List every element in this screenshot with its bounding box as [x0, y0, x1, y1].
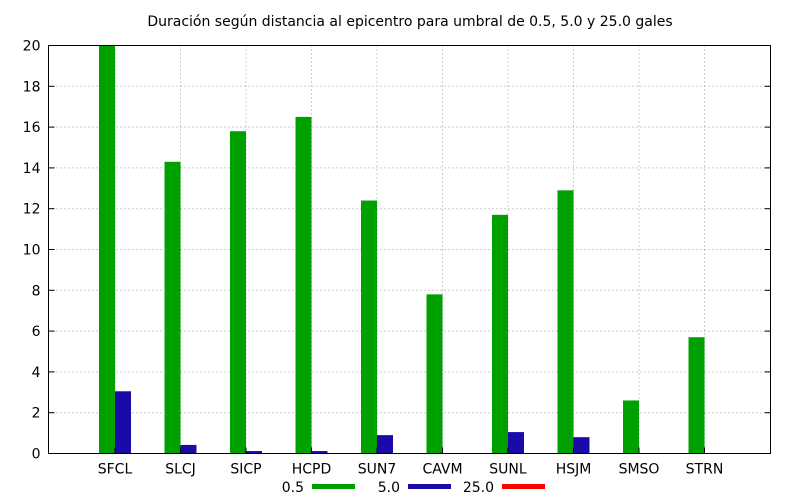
x-tick-label: HSJM [556, 462, 592, 478]
y-axis-ticks: 0 2 4 6 8 10 12 14 16 18 20 [23, 39, 771, 463]
x-tick-label: HCPD [292, 462, 332, 478]
bar-5.0-SUN7 [377, 435, 393, 454]
bar-5.0-SUNL [508, 432, 524, 454]
bar-0.5-SLCJ [164, 161, 181, 454]
bar-0.5-SFCL [99, 45, 115, 454]
x-tick-label: SFCL [98, 462, 133, 478]
x-tick-label: STRN [686, 462, 724, 478]
bar-0.5-HSJM [557, 190, 574, 454]
legend-swatch [502, 484, 545, 489]
x-tick-label: SUN7 [358, 462, 397, 478]
bar-5.0-HCPD [311, 451, 328, 454]
y-tick-label: 6 [32, 324, 41, 340]
legend: 0.5 5.0 25.0 [282, 480, 545, 496]
x-tick-label: SMSO [619, 462, 660, 478]
bar-0.5-SICP [230, 131, 246, 454]
x-tick-label: CAVM [422, 462, 462, 478]
bar-5.0-SLCJ [180, 444, 197, 454]
bar-5.0-HSJM [573, 437, 590, 454]
legend-label: 5.0 [378, 480, 400, 496]
y-tick-label: 2 [32, 406, 41, 422]
y-tick-label: 16 [23, 120, 41, 136]
grid-lines [48, 45, 771, 454]
bar-0.5-SUN7 [361, 200, 377, 454]
bar-0.5-SUNL [492, 214, 508, 454]
legend-label: 25.0 [463, 480, 494, 496]
bar-5.0-SICP [246, 451, 262, 454]
x-tick-label: SUNL [489, 462, 527, 478]
legend-swatch [408, 484, 451, 489]
y-tick-label: 14 [23, 161, 41, 177]
bar-0.5-HCPD [295, 116, 312, 454]
x-tick-label: SICP [230, 462, 261, 478]
y-tick-label: 4 [32, 365, 41, 381]
bar-0.5-STRN [688, 337, 705, 454]
bar-0.5-CAVM [426, 294, 443, 454]
legend-label: 0.5 [282, 480, 304, 496]
y-tick-label: 12 [23, 202, 41, 218]
chart-title: Duración según distancia al epicentro pa… [147, 14, 672, 30]
x-axis-ticks: SFCL SLCJ SICP HCPD SUN7 CAVM SUNL HSJM SMSO STRN [98, 447, 724, 478]
y-tick-label: 10 [23, 243, 41, 259]
y-tick-label: 20 [23, 39, 41, 55]
y-tick-label: 8 [32, 283, 41, 299]
bar-5.0-SFCL [115, 391, 131, 454]
legend-swatch [312, 484, 355, 489]
bars [99, 45, 705, 454]
y-tick-label: 18 [23, 79, 41, 95]
x-tick-label: SLCJ [165, 462, 196, 478]
bar-0.5-SMSO [623, 400, 639, 454]
y-tick-label: 0 [32, 447, 41, 463]
